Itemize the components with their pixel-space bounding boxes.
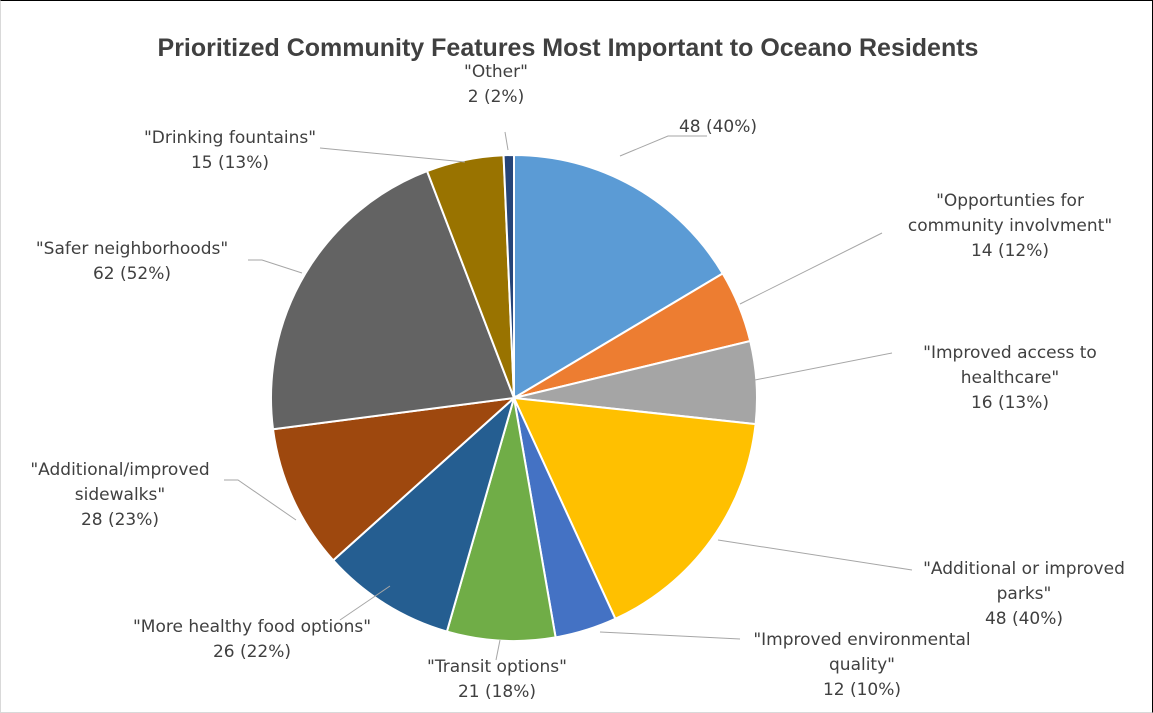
data-label-3-line-3: 16 (13%) (971, 393, 1049, 413)
leader-line-5 (599, 631, 741, 640)
data-label-6-line-2: 21 (18%) (458, 682, 536, 702)
data-label-3-line-1: "Improved access to (923, 343, 1097, 363)
data-label-5-line-2: quality" (829, 655, 895, 675)
leader-line-3 (754, 352, 893, 381)
leader-line-10 (319, 147, 466, 163)
data-label-6-line-1: "Transit options" (427, 657, 567, 677)
leader-line-11 (504, 131, 509, 151)
data-label-4-line-2: parks" (997, 584, 1052, 604)
pie-slice-7 (331, 394, 516, 633)
leader-lines (224, 131, 913, 661)
leader-line-1 (619, 135, 707, 157)
data-label-2: "Opportunties for community involvment" 14… (908, 191, 1112, 261)
data-label-10-line-1: "Drinking fountains" (144, 128, 316, 148)
leader-line-2 (739, 232, 883, 305)
data-label-8-line-2: sidewalks" (75, 485, 165, 505)
data-label-10-line-2: 15 (13%) (191, 153, 269, 173)
pie-slices (270, 153, 758, 642)
data-label-7-line-1: "More healthy food options" (133, 617, 371, 637)
data-label-8-line-1: "Additional/improved (30, 460, 209, 480)
data-label-2-line-3: 14 (12%) (971, 241, 1049, 261)
data-label-10: "Drinking fountains" 15 (13%) (144, 128, 316, 173)
pie-slice-9 (270, 169, 516, 431)
data-label-11-line-1: "Other" (464, 62, 528, 82)
data-label-3: "Improved access to healthcare" 16 (13%) (923, 343, 1097, 413)
data-labels: 48 (40%) "Opportunties for community invol… (30, 62, 1125, 702)
data-label-5-line-1: "Improved environmental (753, 630, 970, 650)
data-label-7-line-2: 26 (22%) (213, 642, 291, 662)
chart-title: Prioritized Community Features Most Impo… (158, 34, 979, 62)
data-label-1-line-1: 48 (40%) (679, 117, 757, 137)
data-label-3-line-2: healthcare" (961, 368, 1059, 388)
data-label-9-line-1: "Safer neighborhoods" (36, 239, 228, 259)
data-label-8-line-3: 28 (23%) (81, 510, 159, 530)
pie-slice-8 (271, 396, 518, 562)
data-label-2-line-1: "Opportunties for (936, 191, 1084, 211)
pie-slice-11 (502, 153, 515, 399)
data-label-9: "Safer neighborhoods" 62 (52%) (36, 239, 228, 284)
data-label-4-line-3: 48 (40%) (985, 609, 1063, 629)
data-label-8: "Additional/improved sidewalks" 28 (23%) (30, 460, 209, 530)
data-label-4-line-1: "Additional or improved (923, 559, 1125, 579)
data-label-9-line-2: 62 (52%) (93, 264, 171, 284)
leader-line-9 (248, 259, 303, 274)
data-label-1: 48 (40%) (679, 117, 757, 137)
data-label-7: "More healthy food options" 26 (22%) (133, 617, 371, 662)
data-label-4: "Additional or improved parks" 48 (40%) (923, 559, 1125, 629)
leader-line-7 (339, 585, 391, 621)
leader-line-6 (495, 639, 501, 661)
data-label-6: "Transit options" 21 (18%) (427, 657, 567, 702)
pie-slice-6 (445, 397, 557, 642)
data-label-5-line-3: 12 (10%) (823, 680, 901, 700)
leader-line-4 (717, 539, 913, 571)
pie-slice-1 (513, 153, 725, 400)
leader-line-8 (224, 479, 297, 521)
data-label-11-line-2: 2 (2%) (468, 87, 524, 107)
data-label-2-line-2: community involvment" (908, 216, 1112, 236)
pie-slice-4 (512, 396, 757, 621)
data-label-5: "Improved environmental quality" 12 (10%) (753, 630, 970, 700)
data-label-11: "Other" 2 (2%) (464, 62, 528, 107)
